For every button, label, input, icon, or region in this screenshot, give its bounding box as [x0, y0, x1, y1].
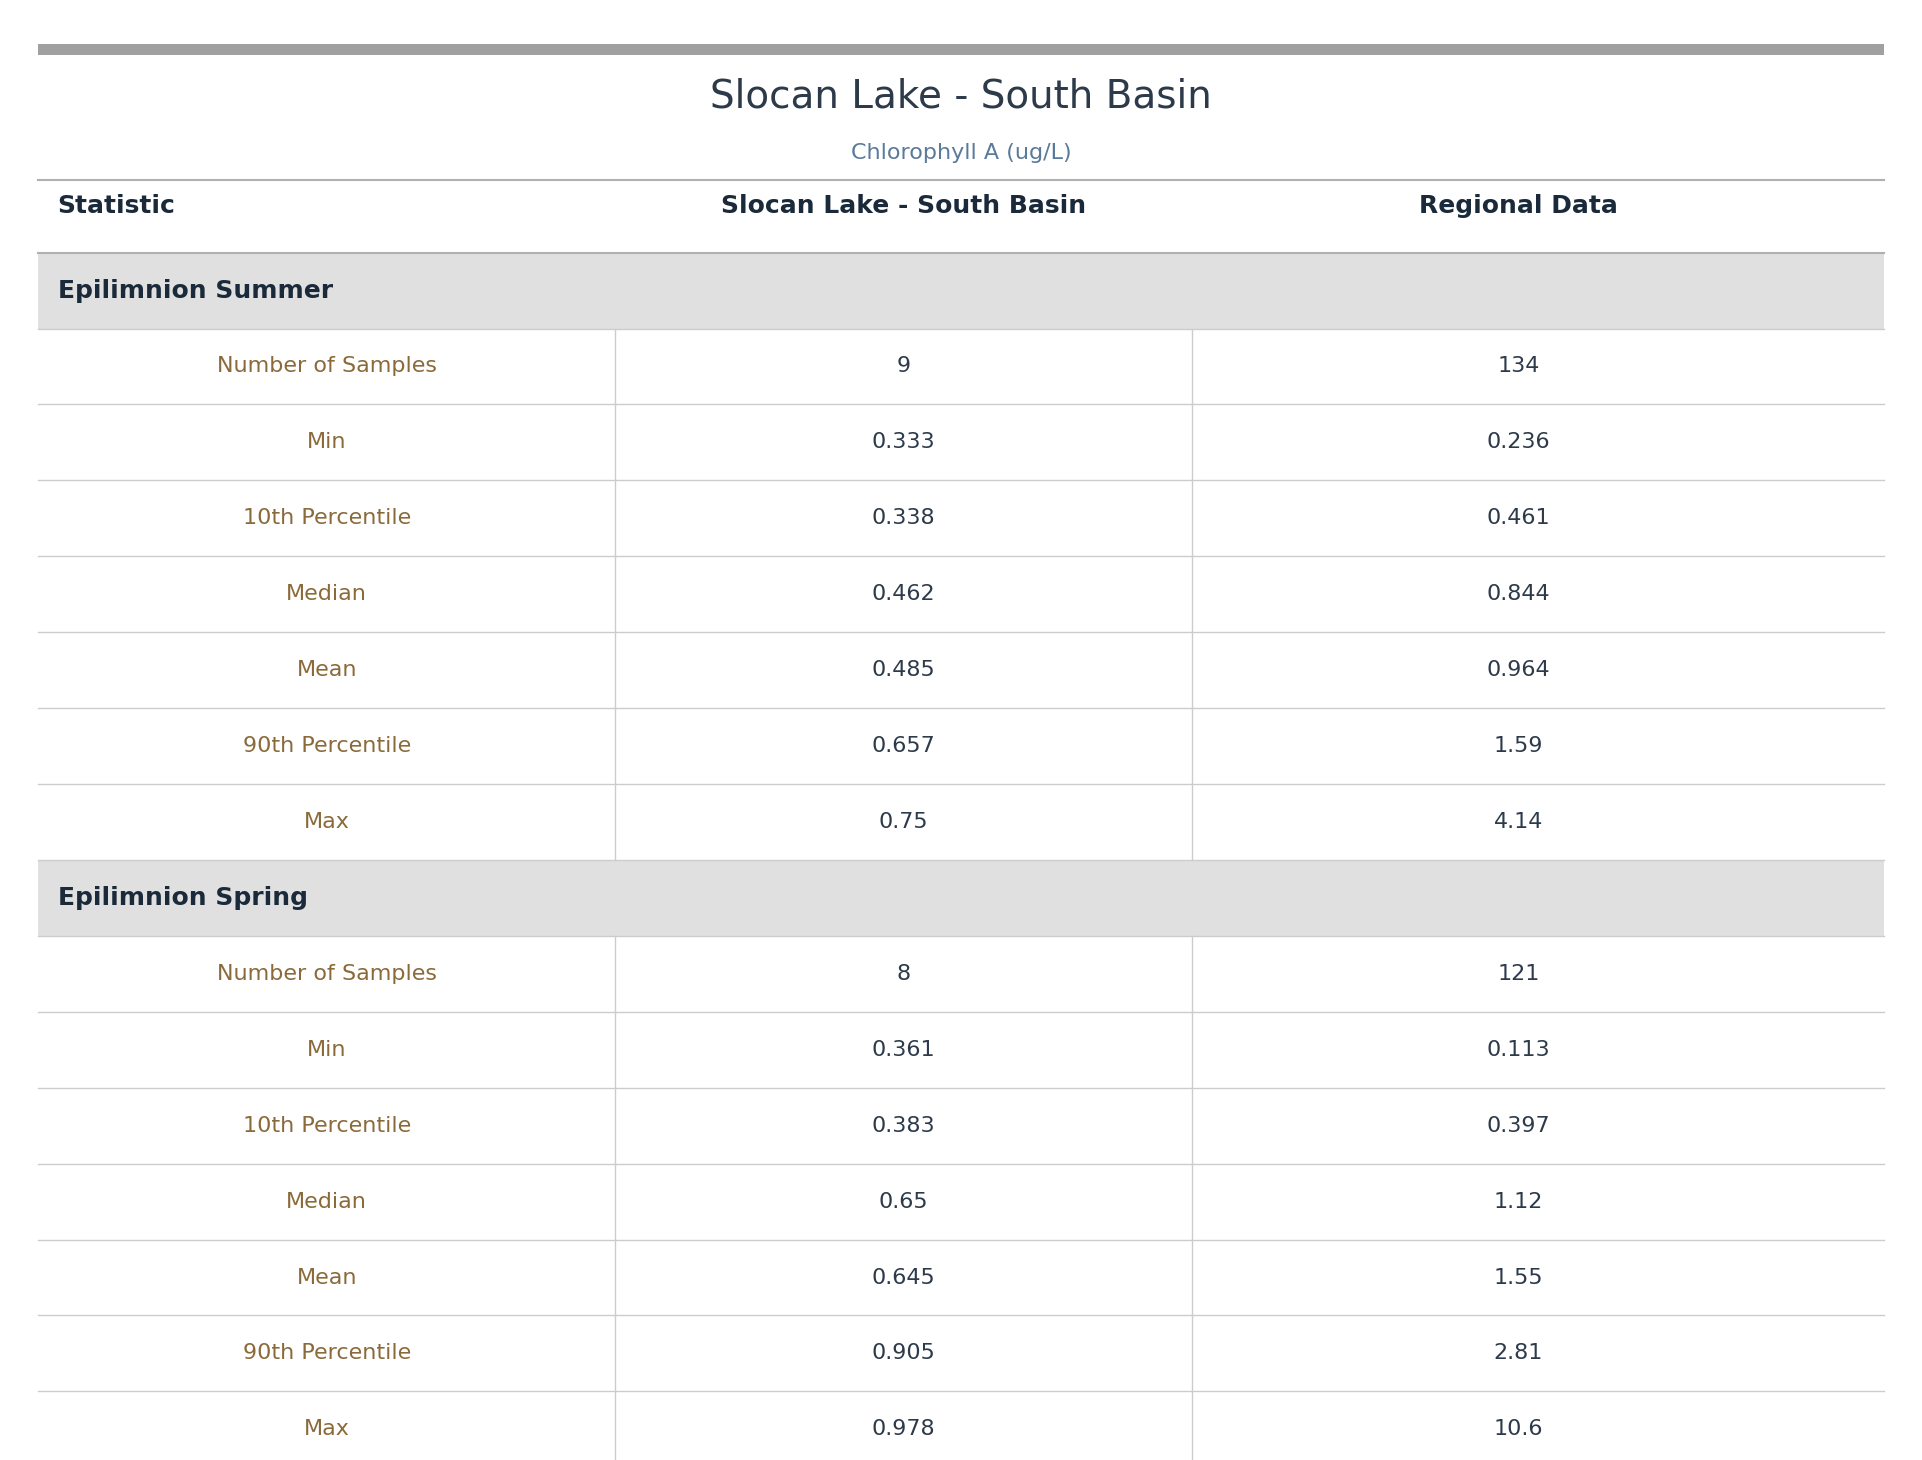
Text: 0.338: 0.338 [871, 508, 936, 529]
Text: Number of Samples: Number of Samples [217, 964, 436, 984]
Text: 0.964: 0.964 [1486, 660, 1551, 680]
Text: Slocan Lake - South Basin: Slocan Lake - South Basin [709, 77, 1213, 115]
Bar [38, 632, 1884, 708]
Text: 2.81: 2.81 [1493, 1343, 1543, 1364]
Bar [38, 556, 1884, 632]
Bar [38, 253, 1884, 328]
Text: 9: 9 [896, 356, 911, 377]
Text: 0.333: 0.333 [871, 432, 936, 453]
Text: 8: 8 [896, 964, 911, 984]
Bar [38, 1315, 1884, 1391]
Text: Number of Samples: Number of Samples [217, 356, 436, 377]
Text: 0.844: 0.844 [1486, 584, 1551, 604]
Text: 0.383: 0.383 [871, 1115, 936, 1136]
Text: Min: Min [308, 432, 346, 453]
Text: 90th Percentile: 90th Percentile [242, 1343, 411, 1364]
Text: 4.14: 4.14 [1493, 812, 1543, 832]
Bar [38, 860, 1884, 936]
Bar [38, 404, 1884, 480]
Text: Epilimnion Spring: Epilimnion Spring [58, 886, 308, 910]
Text: 0.397: 0.397 [1486, 1115, 1551, 1136]
Bar [38, 1391, 1884, 1460]
Text: Median: Median [286, 584, 367, 604]
Text: 0.905: 0.905 [871, 1343, 936, 1364]
Bar [38, 784, 1884, 860]
Text: Mean: Mean [296, 660, 357, 680]
Text: Chlorophyll A (ug/L): Chlorophyll A (ug/L) [851, 143, 1071, 164]
Text: 10th Percentile: 10th Percentile [242, 508, 411, 529]
Text: Mean: Mean [296, 1267, 357, 1288]
Text: Min: Min [308, 1040, 346, 1060]
Bar [38, 1164, 1884, 1240]
Text: 0.75: 0.75 [878, 812, 928, 832]
Text: 10th Percentile: 10th Percentile [242, 1115, 411, 1136]
Text: 0.361: 0.361 [871, 1040, 936, 1060]
Bar [38, 936, 1884, 1012]
Text: 0.113: 0.113 [1486, 1040, 1551, 1060]
Bar [38, 480, 1884, 556]
Text: Max: Max [304, 812, 350, 832]
Text: 0.462: 0.462 [871, 584, 936, 604]
Text: 90th Percentile: 90th Percentile [242, 736, 411, 756]
Bar [38, 1012, 1884, 1088]
Bar [38, 1240, 1884, 1315]
Text: 0.657: 0.657 [871, 736, 936, 756]
Text: 1.55: 1.55 [1493, 1267, 1543, 1288]
Text: Median: Median [286, 1191, 367, 1212]
Text: 0.236: 0.236 [1486, 432, 1551, 453]
Text: 134: 134 [1497, 356, 1540, 377]
Text: 0.461: 0.461 [1486, 508, 1551, 529]
Text: Max: Max [304, 1419, 350, 1440]
Text: Slocan Lake - South Basin: Slocan Lake - South Basin [721, 194, 1086, 218]
Bar [38, 708, 1884, 784]
Text: Regional Data: Regional Data [1418, 194, 1618, 218]
Text: 0.978: 0.978 [871, 1419, 936, 1440]
Text: 0.645: 0.645 [871, 1267, 936, 1288]
Text: 1.59: 1.59 [1493, 736, 1543, 756]
Text: 10.6: 10.6 [1493, 1419, 1543, 1440]
Bar [38, 328, 1884, 404]
Text: 1.12: 1.12 [1493, 1191, 1543, 1212]
Bar [38, 1088, 1884, 1164]
Text: Statistic: Statistic [58, 194, 175, 218]
Text: 0.65: 0.65 [878, 1191, 928, 1212]
Bar [38, 44, 1884, 55]
Text: 121: 121 [1497, 964, 1540, 984]
Text: 0.485: 0.485 [871, 660, 936, 680]
Text: Epilimnion Summer: Epilimnion Summer [58, 279, 333, 302]
